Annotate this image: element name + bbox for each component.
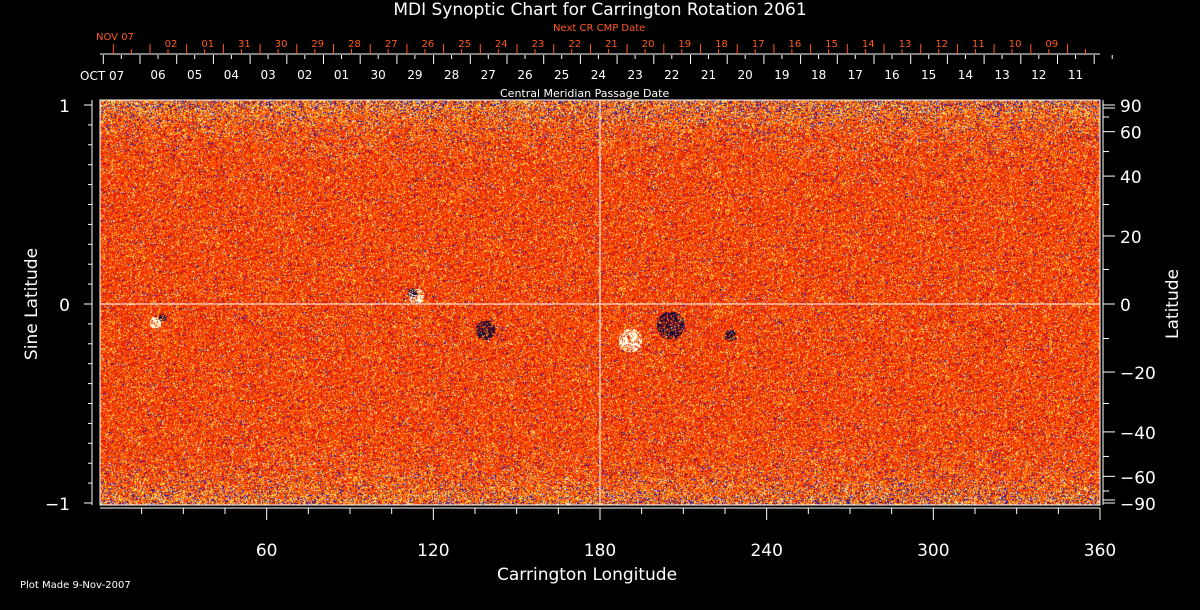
next-cr-date-label: 11 bbox=[972, 39, 985, 50]
cmp-date-label: 12 bbox=[1031, 68, 1046, 82]
cmp-date-label: 28 bbox=[444, 68, 459, 82]
next-cr-date-label: 30 bbox=[275, 39, 288, 50]
cmp-date-label: 02 bbox=[297, 68, 312, 82]
x-tick-label: 180 bbox=[584, 541, 616, 561]
next-cr-date-label: 22 bbox=[568, 39, 581, 50]
y-axis-left-label: Sine Latitude bbox=[22, 247, 42, 361]
cmp-month-label: OCT 07 bbox=[80, 69, 125, 83]
cmp-date-label: 29 bbox=[407, 68, 422, 82]
cmp-date-label: 06 bbox=[150, 68, 165, 82]
y-right-tick-label: 90 bbox=[1120, 97, 1142, 117]
x-tick-label: 240 bbox=[750, 541, 782, 561]
y-right-tick-label: −40 bbox=[1120, 424, 1156, 444]
next-cr-date-label: 28 bbox=[348, 39, 361, 50]
next-cr-date-label: 10 bbox=[1009, 39, 1022, 50]
next-cr-date-label: 29 bbox=[311, 39, 324, 50]
cmp-date-label: 03 bbox=[260, 68, 275, 82]
next-cr-date-label: 09 bbox=[1045, 39, 1058, 50]
cmp-date-label: 04 bbox=[224, 68, 239, 82]
cmp-date-label: 14 bbox=[958, 68, 973, 82]
x-tick-label: 120 bbox=[417, 541, 449, 561]
x-tick-label: 360 bbox=[1084, 541, 1116, 561]
cmp-date-label: 22 bbox=[664, 68, 679, 82]
cmp-date-label: 19 bbox=[774, 68, 789, 82]
next-cr-date-label: 25 bbox=[458, 39, 471, 50]
next-cr-date-label: 31 bbox=[238, 39, 251, 50]
cmp-date-label: 18 bbox=[811, 68, 826, 82]
y-right-tick-label: −20 bbox=[1120, 364, 1156, 384]
next-cr-month-label: NOV 07 bbox=[96, 32, 134, 43]
next-cr-date-label: 27 bbox=[385, 39, 398, 50]
cmp-date-label: 25 bbox=[554, 68, 569, 82]
next-cr-date-label: 24 bbox=[495, 39, 508, 50]
cmp-date-label: 27 bbox=[481, 68, 496, 82]
plot-made-footer: Plot Made 9-Nov-2007 bbox=[20, 580, 131, 591]
cmp-date-label: 13 bbox=[994, 68, 1009, 82]
next-cr-axis-label: Next CR CMP Date bbox=[553, 23, 646, 34]
cmp-date-label: 05 bbox=[187, 68, 202, 82]
y-right-tick-label: 40 bbox=[1120, 168, 1142, 188]
next-cr-date-label: 26 bbox=[422, 39, 435, 50]
x-axis-label: Carrington Longitude bbox=[497, 565, 678, 585]
y-right-tick-label: 0 bbox=[1120, 296, 1131, 316]
next-cr-date-label: 19 bbox=[678, 39, 691, 50]
next-cr-date-label: 02 bbox=[165, 39, 178, 50]
next-cr-date-label: 20 bbox=[642, 39, 655, 50]
cmp-date-label: 17 bbox=[848, 68, 863, 82]
next-cr-date-label: 12 bbox=[935, 39, 948, 50]
y-axis-right-label: Latitude bbox=[1163, 269, 1183, 339]
cmp-date-label: 15 bbox=[921, 68, 936, 82]
cmp-date-label: 24 bbox=[591, 68, 606, 82]
chart-title: MDI Synoptic Chart for Carrington Rotati… bbox=[393, 0, 807, 20]
next-cr-date-label: 15 bbox=[825, 39, 838, 50]
next-cr-date-label: 14 bbox=[862, 39, 875, 50]
cmp-date-label: 26 bbox=[517, 68, 532, 82]
next-cr-date-label: 16 bbox=[789, 39, 802, 50]
cmp-date-label: 23 bbox=[627, 68, 642, 82]
next-cr-date-label: 17 bbox=[752, 39, 765, 50]
y-right-tick-label: 60 bbox=[1120, 124, 1142, 144]
y-left-tick-label: −1 bbox=[45, 495, 70, 515]
cmp-axis-label: Central Meridian Passage Date bbox=[500, 87, 670, 100]
cmp-date-label: 11 bbox=[1068, 68, 1083, 82]
y-right-tick-label: −90 bbox=[1120, 495, 1156, 515]
cmp-date-label: 21 bbox=[701, 68, 716, 82]
x-tick-label: 300 bbox=[917, 541, 949, 561]
x-tick-label: 60 bbox=[256, 541, 278, 561]
cmp-date-label: 16 bbox=[884, 68, 899, 82]
cmp-date-label: 01 bbox=[334, 68, 349, 82]
y-left-tick-label: 0 bbox=[59, 296, 70, 316]
cmp-date-label: 20 bbox=[738, 68, 753, 82]
y-right-tick-label: −60 bbox=[1120, 468, 1156, 488]
next-cr-date-label: 18 bbox=[715, 39, 728, 50]
cmp-date-label: 30 bbox=[371, 68, 386, 82]
next-cr-date-label: 21 bbox=[605, 39, 618, 50]
next-cr-date-label: 01 bbox=[201, 39, 214, 50]
y-left-tick-label: 1 bbox=[59, 97, 70, 117]
next-cr-date-label: 13 bbox=[899, 39, 912, 50]
next-cr-date-label: 23 bbox=[532, 39, 545, 50]
y-right-tick-label: 20 bbox=[1120, 228, 1142, 248]
